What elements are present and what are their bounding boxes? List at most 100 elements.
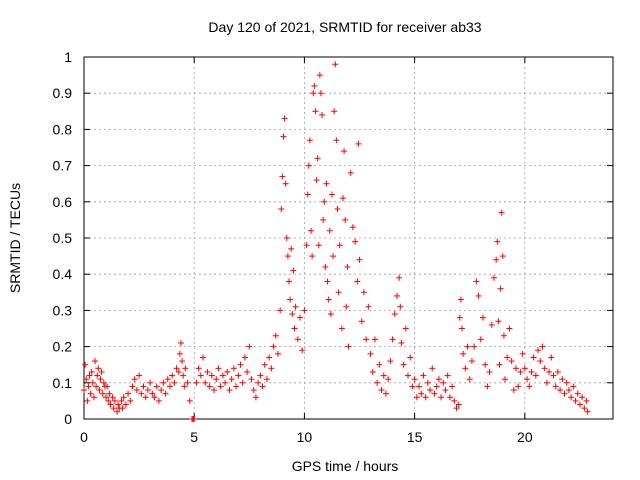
data-point	[250, 387, 257, 394]
data-point	[191, 416, 198, 422]
data-point	[468, 358, 475, 365]
data-point	[371, 336, 378, 343]
data-point	[290, 267, 297, 274]
data-point	[583, 397, 590, 404]
data-point	[504, 354, 511, 361]
data-point	[180, 372, 187, 379]
data-point	[466, 376, 473, 383]
data-point	[259, 383, 266, 390]
data-point	[224, 368, 231, 375]
data-point	[519, 350, 526, 357]
data-point	[325, 296, 332, 303]
data-point	[581, 405, 588, 412]
data-point	[261, 361, 268, 368]
data-point	[313, 177, 320, 184]
data-point	[316, 72, 323, 79]
data-point	[140, 383, 147, 390]
data-point	[136, 372, 143, 379]
data-point	[219, 372, 226, 379]
data-point	[548, 354, 555, 361]
data-point	[151, 394, 158, 401]
data-point	[407, 354, 414, 361]
data-point	[427, 387, 434, 394]
data-point	[442, 387, 449, 394]
data-point	[308, 227, 315, 234]
data-point	[89, 379, 96, 386]
plot-frame	[83, 56, 614, 420]
data-point	[369, 368, 376, 375]
data-point	[169, 372, 176, 379]
data-point	[409, 383, 416, 390]
data-point	[292, 303, 299, 310]
data-point	[310, 90, 317, 97]
data-point	[82, 361, 89, 368]
data-point	[193, 379, 200, 386]
data-point	[341, 148, 348, 155]
data-point	[471, 343, 478, 350]
data-point	[289, 311, 296, 318]
data-point	[87, 390, 94, 397]
data-point	[297, 314, 304, 321]
data-point	[584, 408, 591, 415]
y-tick-label: 1	[64, 49, 72, 65]
data-point	[103, 394, 110, 401]
data-point	[206, 383, 213, 390]
data-point	[374, 379, 381, 386]
data-point	[435, 376, 442, 383]
data-point	[444, 372, 451, 379]
data-point	[358, 318, 365, 325]
data-point	[579, 394, 586, 401]
data-point	[484, 383, 491, 390]
data-point	[241, 354, 248, 361]
data-point	[181, 383, 188, 390]
data-point	[86, 372, 93, 379]
data-point	[451, 397, 458, 404]
data-point	[90, 394, 97, 401]
x-tick-label: 5	[190, 429, 198, 445]
data-point	[266, 354, 273, 361]
data-point	[311, 82, 318, 89]
data-point	[335, 289, 342, 296]
data-point	[215, 365, 222, 372]
grid	[84, 57, 613, 419]
scatter-points	[81, 61, 591, 422]
data-point	[263, 376, 270, 383]
data-point	[345, 343, 352, 350]
data-point	[565, 387, 572, 394]
data-point	[380, 372, 387, 379]
data-point	[530, 354, 537, 361]
data-point	[186, 397, 193, 404]
data-point	[405, 372, 412, 379]
data-point	[561, 390, 568, 397]
data-point	[287, 296, 294, 303]
data-point	[274, 350, 281, 357]
data-point	[120, 394, 127, 401]
data-point	[119, 405, 126, 412]
data-point	[97, 376, 104, 383]
data-point	[506, 325, 513, 332]
data-point	[179, 358, 186, 365]
data-point	[160, 379, 167, 386]
data-point	[309, 253, 316, 260]
data-point	[355, 140, 362, 147]
y-tick-label: 0.2	[53, 339, 73, 355]
data-point	[230, 365, 237, 372]
data-point	[282, 180, 289, 187]
data-point	[424, 379, 431, 386]
data-point	[475, 292, 482, 299]
data-point	[278, 206, 285, 213]
data-point	[222, 379, 229, 386]
data-point	[460, 350, 467, 357]
y-tick-label: 0.6	[53, 194, 73, 210]
data-point	[162, 390, 169, 397]
y-axis-label: SRMTID / TECUs	[7, 183, 23, 293]
data-point	[382, 390, 389, 397]
data-point	[496, 361, 503, 368]
data-point	[144, 387, 151, 394]
data-point	[147, 379, 154, 386]
data-point	[299, 347, 306, 354]
data-point	[226, 387, 233, 394]
data-point	[257, 372, 264, 379]
data-point	[499, 253, 506, 260]
data-point	[479, 314, 486, 321]
